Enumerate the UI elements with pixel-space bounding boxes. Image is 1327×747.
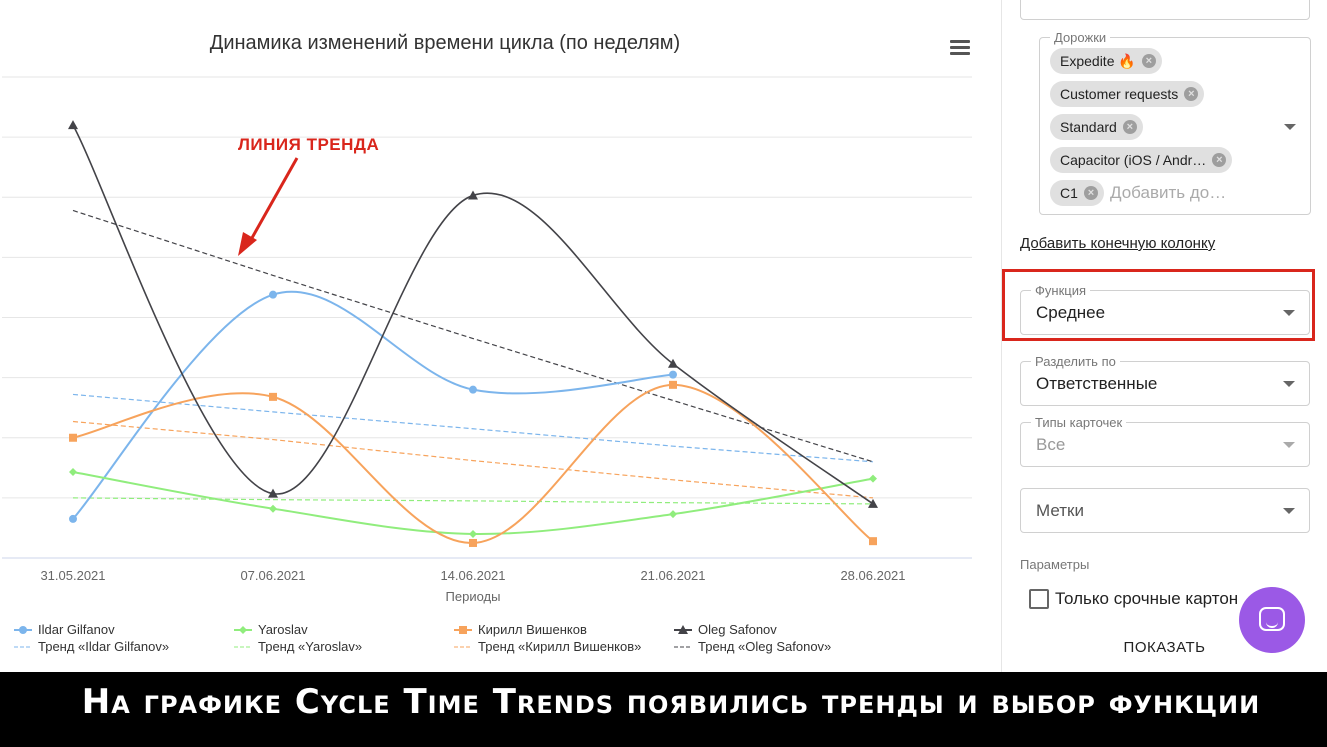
remove-chip-icon[interactable]: ×: [1141, 54, 1156, 68]
add-end-column-link[interactable]: Добавить конечную колонку: [1020, 235, 1216, 252]
x-tick-label: 21.06.2021: [640, 568, 705, 583]
data-point: [69, 514, 77, 523]
legend-item[interactable]: Yaroslav: [234, 622, 308, 637]
card-types-select[interactable]: Типы карточек Все: [1020, 415, 1310, 467]
top-field-fragment[interactable]: [1020, 0, 1310, 20]
data-point: [868, 498, 878, 508]
data-point: [668, 358, 678, 368]
x-tick-label: 28.06.2021: [840, 568, 905, 583]
lane-chip: C1 ×: [1050, 180, 1104, 206]
series-line: [72, 124, 874, 505]
divider: [1001, 0, 1002, 672]
legend-item[interactable]: Тренд «Yaroslav»: [234, 639, 362, 654]
data-point: [69, 468, 77, 477]
split-by-label: Разделить по: [1031, 354, 1120, 369]
function-value: Среднее: [1036, 303, 1106, 322]
x-axis-label: Периоды: [446, 589, 501, 604]
series-line: [72, 383, 874, 544]
remove-chip-icon[interactable]: ×: [1083, 186, 1098, 200]
chat-icon[interactable]: [1239, 587, 1305, 653]
remove-chip-icon[interactable]: ×: [1184, 87, 1199, 101]
data-point: [669, 380, 677, 389]
legend-label: Тренд «Oleg Safonov»: [698, 639, 832, 654]
trend-line: [72, 209, 874, 463]
lane-chip: Customer requests ×: [1050, 81, 1205, 107]
card-types-label: Типы карточек: [1031, 415, 1127, 430]
tags-value: Метки: [1036, 501, 1084, 520]
chevron-down-icon[interactable]: [1283, 310, 1295, 316]
data-point: [469, 538, 477, 547]
x-tick-label: 14.06.2021: [440, 568, 505, 583]
remove-chip-icon[interactable]: ×: [1212, 153, 1227, 167]
legend-item[interactable]: Кирилл Вишенков: [454, 622, 587, 637]
legend-item[interactable]: Тренд «Ildar Gilfanov»: [14, 639, 169, 654]
legend-label: Yaroslav: [258, 622, 308, 637]
hamburger-icon[interactable]: [950, 40, 970, 56]
legend-item[interactable]: Тренд «Кирилл Вишенков»: [454, 639, 641, 654]
params-label: Параметры: [1020, 557, 1090, 572]
chevron-down-icon[interactable]: [1283, 508, 1295, 514]
x-tick-label: 31.05.2021: [40, 568, 105, 583]
trend-line: [72, 420, 874, 499]
legend-label: Тренд «Yaroslav»: [258, 639, 363, 654]
data-point: [669, 370, 677, 379]
chevron-down-icon[interactable]: [1283, 442, 1295, 448]
urgent-only-label: Только срочные картон: [1055, 589, 1239, 608]
data-point: [68, 120, 78, 130]
urgent-only-checkbox[interactable]: [1029, 589, 1049, 609]
data-point: [669, 510, 677, 519]
data-point: [869, 537, 877, 546]
line-chart: 31.05.2021 07.06.2021 14.06.2021 21.06.2021…: [2, 76, 972, 604]
data-point: [268, 488, 278, 498]
split-by-value: Ответственные: [1036, 374, 1158, 393]
data-point: [869, 474, 877, 483]
legend-label: Тренд «Ildar Gilfanov»: [38, 639, 170, 654]
lane-chip: Standard ×: [1050, 114, 1143, 140]
lane-chip: Expedite 🔥 ×: [1050, 48, 1162, 74]
data-point: [468, 190, 478, 200]
annotation-arrow-line: [246, 157, 299, 246]
data-point: [269, 392, 277, 401]
data-point: [269, 504, 277, 513]
data-point: [469, 385, 477, 394]
chevron-down-icon[interactable]: [1283, 381, 1295, 387]
data-point: [69, 433, 77, 442]
annotation-arrow-head: [238, 232, 257, 256]
lane-chip: Capacitor (iOS / Andr… ×: [1050, 147, 1233, 173]
chart-title: Динамика изменений времени цикла (по нед…: [209, 32, 681, 54]
legend-label: Ildar Gilfanov: [38, 622, 115, 637]
settings-panel: Дорожки Expedite 🔥 × Customer requests × S…: [1002, 0, 1327, 672]
lanes-input[interactable]: Добавить до…: [1110, 183, 1227, 202]
legend-label: Тренд «Кирилл Вишенков»: [478, 639, 642, 654]
tags-select[interactable]: Метки: [1020, 488, 1310, 533]
data-point: [269, 290, 277, 299]
banner: На графике Cycle Time Trends появились т…: [0, 672, 1327, 747]
trend-annotation: ЛИНИЯ ТРЕНДА: [238, 135, 380, 154]
banner-text: На графике Cycle Time Trends появились т…: [81, 682, 1261, 722]
legend-item[interactable]: Тренд «Oleg Safonov»: [674, 639, 831, 654]
function-highlight-box: [1002, 269, 1315, 341]
legend-item[interactable]: Oleg Safonov: [674, 622, 777, 637]
chart-area: Динамика изменений времени цикла (по нед…: [2, 32, 972, 654]
card-types-value: Все: [1036, 435, 1066, 454]
function-label: Функция: [1031, 283, 1090, 298]
remove-chip-icon[interactable]: ×: [1122, 120, 1137, 134]
split-by-select[interactable]: Разделить по Ответственные: [1020, 354, 1310, 406]
data-point: [469, 529, 477, 538]
series-line: [72, 290, 674, 520]
show-button[interactable]: ПОКАЗАТЬ: [1123, 639, 1206, 656]
legend-item[interactable]: Ildar Gilfanov: [14, 622, 115, 637]
x-tick-label: 07.06.2021: [240, 568, 305, 583]
chevron-down-icon[interactable]: [1284, 124, 1296, 130]
lanes-field[interactable]: Дорожки Expedite 🔥 × Customer requests × S…: [1039, 30, 1311, 215]
function-select[interactable]: Функция Среднее: [1020, 283, 1310, 335]
lanes-label: Дорожки: [1050, 30, 1111, 45]
legend-label: Oleg Safonov: [698, 622, 777, 637]
legend-label: Кирилл Вишенков: [478, 622, 587, 637]
trend-line: [72, 393, 874, 463]
